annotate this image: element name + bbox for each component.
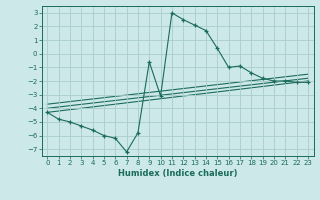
X-axis label: Humidex (Indice chaleur): Humidex (Indice chaleur) bbox=[118, 169, 237, 178]
